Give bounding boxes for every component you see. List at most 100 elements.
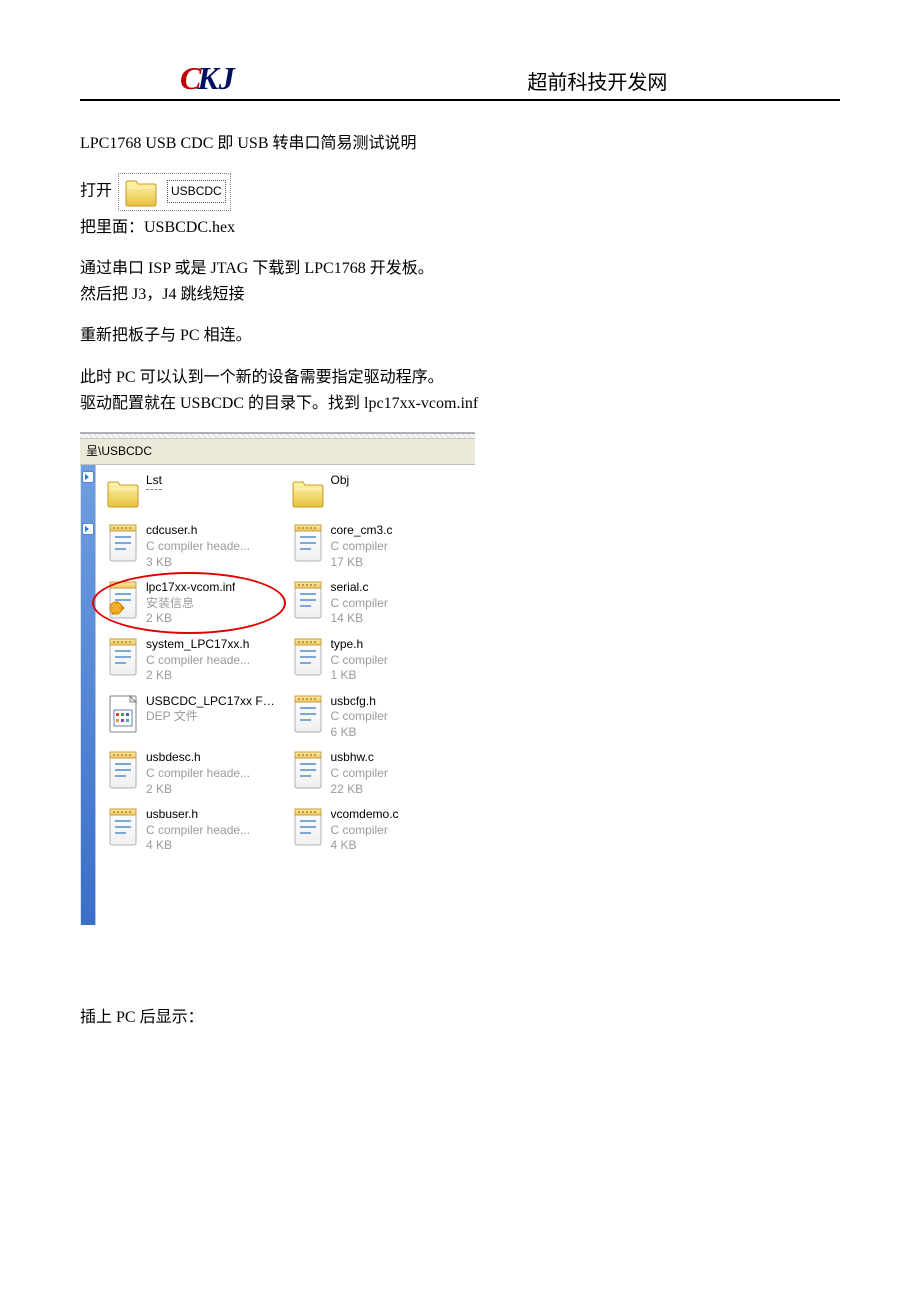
text-icon	[106, 637, 140, 677]
file-name: lpc17xx-vcom.inf	[146, 580, 235, 596]
file-item[interactable]: core_cm3.cC compiler17 KB	[291, 523, 472, 570]
text-icon	[291, 637, 325, 677]
file-size: 14 KB	[331, 611, 388, 627]
text-icon	[106, 750, 140, 790]
folder-icon	[121, 176, 161, 208]
text-icon	[291, 523, 325, 563]
file-item[interactable]: lpc17xx-vcom.inf安装信息2 KB	[106, 580, 287, 627]
file-name: type.h	[331, 637, 388, 653]
folder-item[interactable]: Lst	[106, 473, 287, 513]
explorer-sidebar	[81, 465, 96, 925]
file-size: 4 KB	[146, 838, 250, 854]
file-grid: LstObjcdcuser.hC compiler heade...3 KBco…	[96, 465, 475, 925]
line-reconnect: 重新把板子与 PC 相连。	[80, 323, 840, 349]
text-icon	[291, 580, 325, 620]
inline-folder: USBCDC	[118, 173, 231, 211]
text-icon	[291, 694, 325, 734]
text-icon	[106, 523, 140, 563]
file-meta: USBCDC_LPC17xx Flash.depDEP 文件	[146, 694, 276, 725]
file-desc: C compiler heade...	[146, 823, 250, 839]
folder-icon	[106, 473, 140, 513]
file-name: Lst	[146, 473, 162, 490]
file-item[interactable]: usbhw.cC compiler22 KB	[291, 750, 472, 797]
file-meta: Obj	[331, 473, 350, 489]
explorer-path: 呈\USBCDC	[80, 439, 475, 465]
line-download: 通过串口 ISP 或是 JTAG 下载到 LPC1768 开发板。	[80, 256, 840, 282]
file-size: 2 KB	[146, 611, 235, 627]
file-meta: usbcfg.hC compiler6 KB	[331, 694, 388, 741]
file-meta: lpc17xx-vcom.inf安装信息2 KB	[146, 580, 235, 627]
file-desc: C compiler	[331, 653, 388, 669]
file-name: core_cm3.c	[331, 523, 393, 539]
file-name: vcomdemo.c	[331, 807, 399, 823]
file-meta: cdcuser.hC compiler heade...3 KB	[146, 523, 250, 570]
file-item[interactable]: vcomdemo.cC compiler4 KB	[291, 807, 472, 854]
file-name: usbdesc.h	[146, 750, 250, 766]
file-size: 2 KB	[146, 668, 250, 684]
site-name: 超前科技开发网	[235, 66, 840, 97]
file-item[interactable]: cdcuser.hC compiler heade...3 KB	[106, 523, 287, 570]
chevron-icon[interactable]	[82, 523, 94, 535]
file-name: serial.c	[331, 580, 388, 596]
chevron-icon[interactable]	[82, 471, 94, 483]
dep-icon	[106, 694, 140, 734]
inf-icon	[106, 580, 140, 620]
line-plugin: 插上 PC 后显示：	[80, 1005, 840, 1031]
file-name: cdcuser.h	[146, 523, 250, 539]
file-size: 1 KB	[331, 668, 388, 684]
file-meta: core_cm3.cC compiler17 KB	[331, 523, 393, 570]
file-meta: usbdesc.hC compiler heade...2 KB	[146, 750, 250, 797]
file-size: 2 KB	[146, 782, 250, 798]
file-size: 3 KB	[146, 555, 250, 571]
file-desc: C compiler	[331, 596, 388, 612]
file-desc: C compiler heade...	[146, 766, 250, 782]
file-item[interactable]: usbuser.hC compiler heade...4 KB	[106, 807, 287, 854]
file-name: usbhw.c	[331, 750, 388, 766]
file-desc: 安装信息	[146, 596, 235, 612]
logo-kj: KJ	[197, 60, 234, 96]
file-name: usbcfg.h	[331, 694, 388, 710]
logo: CKJ	[180, 60, 235, 97]
inline-folder-label: USBCDC	[167, 180, 226, 203]
file-name: USBCDC_LPC17xx Flash.dep	[146, 694, 276, 710]
file-size: 17 KB	[331, 555, 393, 571]
line-driver: 驱动配置就在 USBCDC 的目录下。找到 lpc17xx-vcom.inf	[80, 391, 840, 417]
file-meta: system_LPC17xx.hC compiler heade...2 KB	[146, 637, 250, 684]
line-detect: 此时 PC 可以认到一个新的设备需要指定驱动程序。	[80, 365, 840, 391]
page-header: CKJ 超前科技开发网	[80, 60, 840, 101]
folder-icon	[291, 473, 325, 513]
file-size: 4 KB	[331, 838, 399, 854]
file-desc: C compiler	[331, 823, 399, 839]
file-desc: C compiler heade...	[146, 539, 250, 555]
file-item[interactable]: type.hC compiler1 KB	[291, 637, 472, 684]
file-size: 6 KB	[331, 725, 388, 741]
file-item[interactable]: system_LPC17xx.hC compiler heade...2 KB	[106, 637, 287, 684]
file-item[interactable]: usbcfg.hC compiler6 KB	[291, 694, 472, 741]
file-size: 22 KB	[331, 782, 388, 798]
file-desc: C compiler	[331, 539, 393, 555]
file-meta: usbhw.cC compiler22 KB	[331, 750, 388, 797]
file-meta: usbuser.hC compiler heade...4 KB	[146, 807, 250, 854]
file-item[interactable]: USBCDC_LPC17xx Flash.depDEP 文件	[106, 694, 287, 741]
doc-title: LPC1768 USB CDC 即 USB 转串口简易测试说明	[80, 131, 840, 157]
file-meta: serial.cC compiler14 KB	[331, 580, 388, 627]
file-meta: vcomdemo.cC compiler4 KB	[331, 807, 399, 854]
file-meta: type.hC compiler1 KB	[331, 637, 388, 684]
file-desc: C compiler	[331, 709, 388, 725]
line-jumper: 然后把 J3，J4 跳线短接	[80, 282, 840, 308]
open-prefix: 打开	[80, 182, 112, 199]
file-name: system_LPC17xx.h	[146, 637, 250, 653]
file-name: usbuser.h	[146, 807, 250, 823]
line-hex: 把里面：USBCDC.hex	[80, 215, 840, 241]
file-desc: C compiler heade...	[146, 653, 250, 669]
explorer-window: 呈\USBCDC LstObjcdcuser.hC compiler heade…	[80, 432, 475, 925]
file-desc: DEP 文件	[146, 709, 276, 725]
file-desc: C compiler	[331, 766, 388, 782]
text-icon	[291, 807, 325, 847]
folder-item[interactable]: Obj	[291, 473, 472, 513]
file-item[interactable]: usbdesc.hC compiler heade...2 KB	[106, 750, 287, 797]
text-icon	[291, 750, 325, 790]
file-item[interactable]: serial.cC compiler14 KB	[291, 580, 472, 627]
file-meta: Lst	[146, 473, 162, 490]
file-name: Obj	[331, 473, 350, 489]
